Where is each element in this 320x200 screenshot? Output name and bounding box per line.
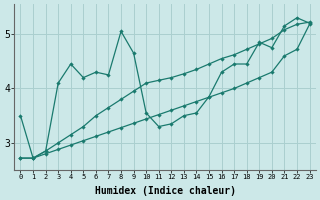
X-axis label: Humidex (Indice chaleur): Humidex (Indice chaleur): [94, 186, 236, 196]
